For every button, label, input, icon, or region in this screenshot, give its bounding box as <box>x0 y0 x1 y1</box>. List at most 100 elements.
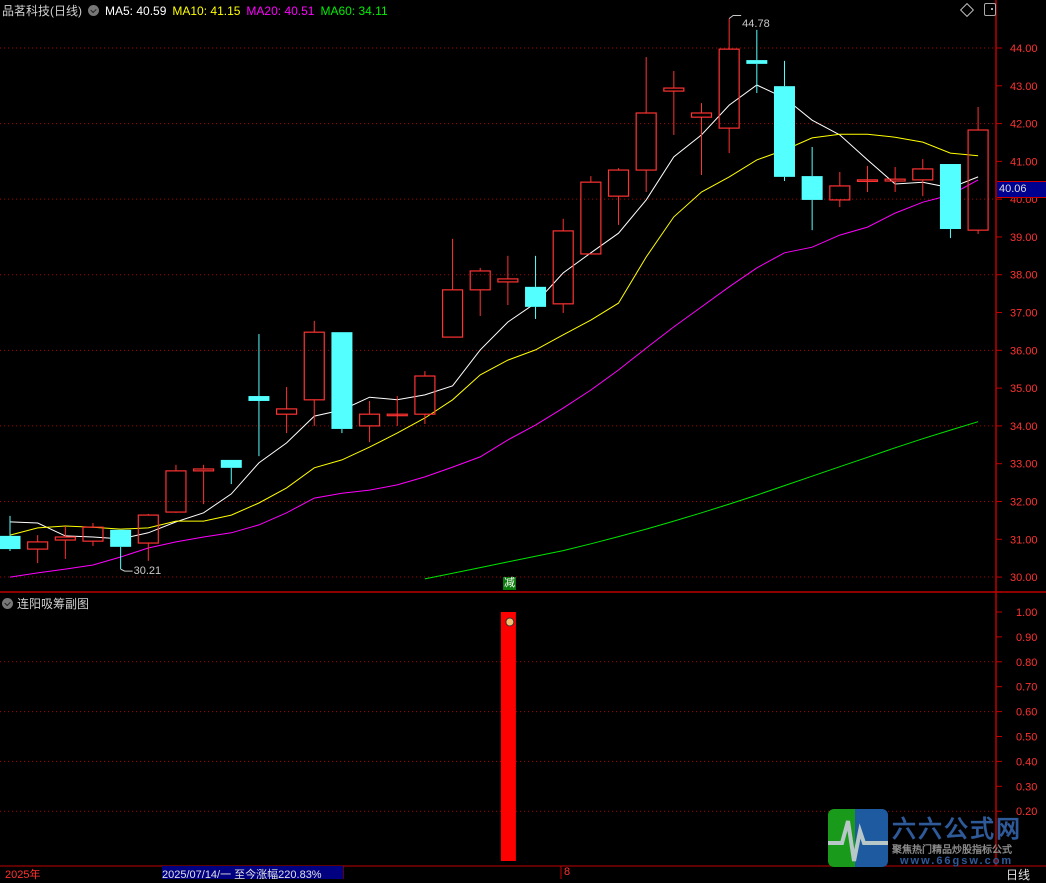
diamond-icon[interactable] <box>959 2 975 17</box>
candle-down <box>0 515 21 551</box>
candle-body <box>54 536 76 541</box>
candle-body <box>386 413 408 417</box>
chart-title: 品茗科技(日线) <box>2 4 82 18</box>
candle-body <box>718 48 740 129</box>
ma60-label: MA60: 34.11 <box>320 3 388 18</box>
period-button[interactable]: 日线 <box>1006 868 1031 882</box>
candle-up <box>386 396 408 426</box>
ma60-line <box>424 421 979 580</box>
candle-down <box>939 164 961 239</box>
candle-up <box>414 371 436 425</box>
candle-up <box>967 106 989 234</box>
sub-panel-header: 连阳吸筹副图 <box>2 595 89 612</box>
ma-lines <box>9 84 979 580</box>
candle-body <box>331 332 353 429</box>
candle-up <box>27 535 49 564</box>
candle-body <box>525 286 547 307</box>
price-tick-label: 38.00 <box>1010 270 1038 282</box>
candle-up <box>276 386 298 434</box>
sub-tick-label: 0.20 <box>1016 806 1037 818</box>
price-tick-label: 36.00 <box>1010 345 1038 357</box>
price-tick-label: 39.00 <box>1010 232 1038 244</box>
candle-body <box>276 408 298 415</box>
cursor-date-info: 2025/07/14/一 至今涨幅220.83% <box>162 866 343 879</box>
candle-up <box>635 57 657 192</box>
candle-down <box>801 147 823 231</box>
candle-up <box>358 400 381 443</box>
candle-body <box>939 164 961 230</box>
high-arrow <box>728 15 742 19</box>
low-arrow <box>120 568 133 572</box>
candle-body <box>469 270 491 291</box>
window-icon[interactable] <box>984 3 996 16</box>
candle-body <box>829 185 851 201</box>
price-tick-label: 31.00 <box>1010 534 1038 546</box>
top-right-icons <box>959 2 996 17</box>
sub-tick-label: 0.90 <box>1016 632 1037 644</box>
candle-body <box>607 169 630 197</box>
price-tick-label: 32.00 <box>1010 496 1038 508</box>
candle-up <box>137 513 159 561</box>
candle-down <box>746 29 768 93</box>
candle-body <box>137 514 159 544</box>
price-tick-label: 37.00 <box>1010 308 1038 320</box>
price-tick-label: 30.00 <box>1010 572 1038 584</box>
low-annotation: 30.21 <box>134 565 162 577</box>
ma5-label: MA5: 40.59 <box>105 3 167 18</box>
candle-body <box>663 87 685 92</box>
ma10-label: MA10: 41.15 <box>172 3 241 18</box>
candle-body <box>912 168 934 181</box>
price-tick-label: 34.00 <box>1010 421 1038 433</box>
candle-body <box>248 396 270 401</box>
candle-up <box>884 167 906 192</box>
candle-body <box>580 181 602 255</box>
candle-up <box>552 218 574 313</box>
candle-body <box>303 331 325 401</box>
candle-down <box>110 529 132 570</box>
candle-body <box>193 468 215 472</box>
candle-up <box>303 320 325 426</box>
sub-tick-label: 0.50 <box>1016 732 1037 744</box>
ma20-label: MA20: 40.51 <box>246 3 315 18</box>
candle-down <box>525 255 547 319</box>
signal-bar <box>500 612 516 861</box>
candle-body <box>27 541 49 550</box>
candle-body <box>358 413 381 427</box>
candle-up <box>497 255 519 305</box>
price-tick-label: 33.00 <box>1010 459 1038 471</box>
candle-body <box>414 375 436 415</box>
candles <box>0 18 989 570</box>
candle-body <box>220 459 242 468</box>
watermark-logo: 六六公式网 聚焦热门精品炒股指标公式 www.66gsw.com <box>828 809 1040 867</box>
candle-up <box>829 171 851 208</box>
chevron-down-icon[interactable] <box>2 598 13 609</box>
sub-tick-label: 0.70 <box>1016 682 1037 694</box>
candle-body <box>801 176 823 200</box>
candle-down <box>248 334 270 457</box>
annotations: 44.78 30.21 <box>120 15 770 577</box>
chevron-down-icon[interactable] <box>88 5 99 16</box>
sub-tick-label: 1.00 <box>1016 607 1037 619</box>
candle-up <box>441 238 464 338</box>
sub-tick-label: 0.40 <box>1016 756 1037 768</box>
candle-up <box>718 18 740 154</box>
logo-mark-icon <box>828 809 888 867</box>
candle-body <box>967 129 989 231</box>
candle-up <box>912 159 934 197</box>
sub-bars <box>500 612 516 861</box>
candle-up <box>580 176 602 255</box>
year-label: 2025年 <box>5 869 41 881</box>
candle-body <box>773 86 795 177</box>
signal-label: 减 <box>503 577 516 590</box>
logo-site: www.66gsw.com <box>900 855 1014 867</box>
price-tick-label: 41.00 <box>1010 156 1038 168</box>
candle-down <box>220 459 242 485</box>
candle-body <box>856 179 879 182</box>
sub-tick-label: 0.60 <box>1016 707 1037 719</box>
candle-body <box>884 178 906 182</box>
sub-tick-label: 0.80 <box>1016 657 1037 669</box>
candle-body <box>110 529 132 547</box>
candle-body <box>0 535 21 550</box>
